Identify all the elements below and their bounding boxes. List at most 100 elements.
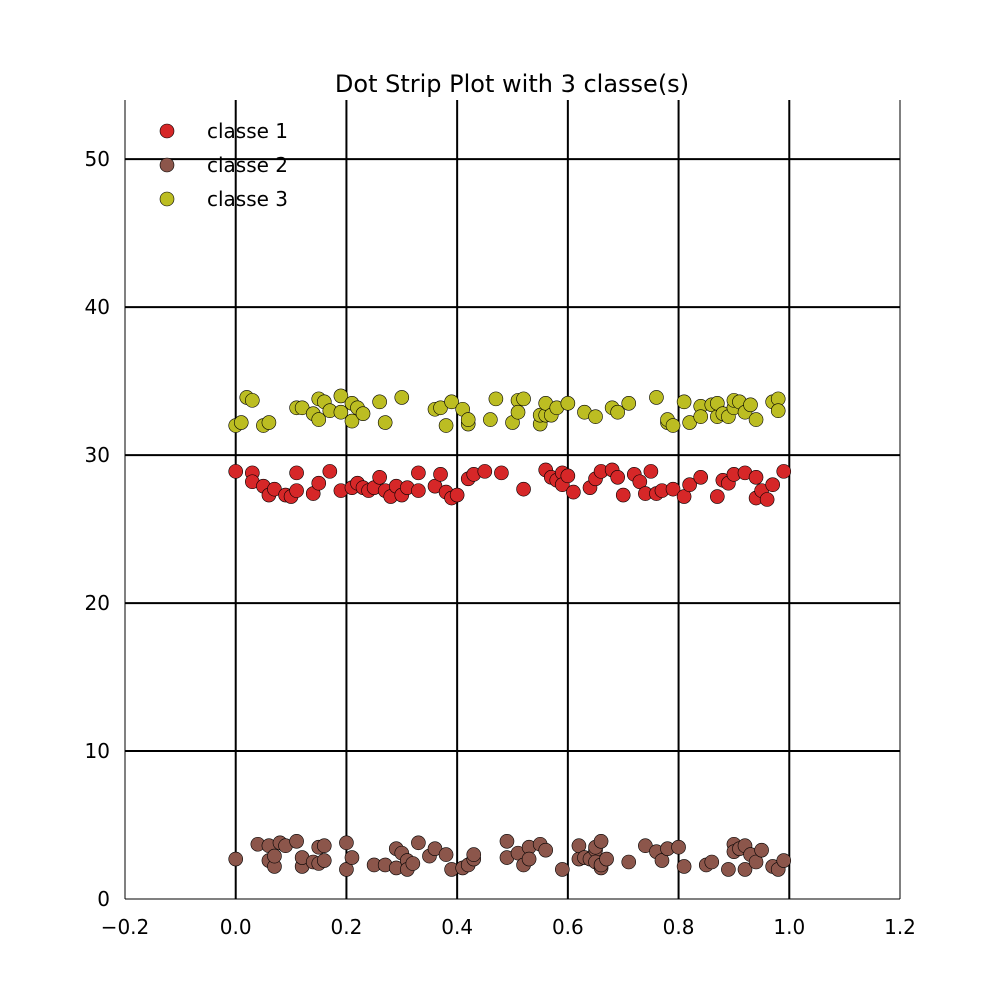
data-point [233, 415, 249, 430]
data-point [676, 859, 692, 874]
data-point [516, 481, 531, 497]
grid-lines [125, 100, 900, 899]
y-tick-label: 10 [85, 739, 110, 763]
axes [124, 100, 901, 900]
data-point [560, 396, 576, 411]
data-point [665, 418, 681, 433]
data-point [372, 470, 387, 485]
data-point [610, 404, 625, 420]
data-point [449, 487, 465, 503]
data-point [483, 412, 498, 427]
data-point [333, 404, 349, 420]
data-point [344, 413, 360, 429]
data-point [632, 474, 648, 490]
x-tick-label: 0.2 [331, 915, 363, 939]
data-points [228, 388, 792, 877]
data-point [438, 847, 454, 862]
data-point [682, 477, 697, 493]
data-point [438, 418, 454, 433]
data-point [621, 396, 637, 411]
data-point [311, 475, 327, 491]
data-point [676, 489, 692, 504]
data-point [610, 470, 625, 485]
data-point [344, 850, 360, 865]
data-point [316, 853, 332, 868]
data-point [588, 409, 603, 424]
data-point [444, 394, 459, 410]
data-point [759, 492, 775, 507]
data-point [433, 467, 448, 482]
chart-title: Dot Strip Plot with 3 classe(s) [335, 70, 689, 98]
data-point [267, 848, 282, 864]
data-point [593, 833, 609, 849]
data-point [261, 415, 277, 430]
data-point [311, 412, 327, 427]
data-point [499, 833, 515, 849]
legend: classe 1 classe 2 classe 3 [159, 119, 288, 211]
legend-label: classe 2 [207, 153, 288, 177]
legend-label: classe 3 [207, 187, 288, 211]
data-point [721, 862, 736, 877]
data-point [621, 854, 637, 870]
data-point [339, 835, 354, 851]
data-point [654, 853, 670, 868]
data-point [322, 464, 338, 479]
data-point [494, 465, 509, 481]
data-point [355, 406, 371, 421]
legend-marker [159, 191, 175, 207]
data-point [676, 394, 692, 410]
data-point [571, 838, 587, 854]
data-point [488, 391, 504, 407]
data-point [693, 409, 709, 424]
x-tick-label: 0.6 [552, 915, 584, 939]
data-point [372, 394, 387, 410]
data-point [245, 393, 260, 408]
data-point [228, 464, 244, 479]
x-tick-label: 1.0 [773, 915, 805, 939]
data-point [704, 854, 720, 870]
x-tick-label: 1.2 [884, 915, 916, 939]
y-tick-label: 0 [97, 887, 110, 911]
legend-marker [159, 157, 175, 173]
data-point [615, 487, 631, 503]
data-point [748, 412, 764, 427]
data-point [228, 851, 244, 867]
data-point [538, 842, 554, 858]
data-point [394, 390, 410, 405]
data-point [516, 391, 531, 407]
data-point [289, 833, 304, 849]
data-point [477, 464, 493, 479]
y-tick-label: 50 [85, 147, 110, 171]
x-tick-label: 0.8 [663, 915, 695, 939]
x-tick-label: 0.4 [441, 915, 473, 939]
data-point [333, 388, 349, 404]
data-point [748, 470, 764, 485]
data-point [776, 853, 792, 868]
x-tick-label: −0.2 [101, 915, 150, 939]
data-point [411, 465, 426, 481]
x-tick-label: 0.0 [220, 915, 252, 939]
data-point [339, 862, 354, 877]
data-point [710, 489, 725, 504]
data-point [765, 477, 780, 493]
data-point [377, 415, 393, 430]
data-point [289, 483, 304, 498]
data-point [743, 397, 758, 413]
data-point [411, 483, 426, 498]
data-point [555, 862, 570, 877]
data-point [737, 862, 753, 877]
data-point [748, 854, 764, 870]
legend-marker [159, 123, 175, 139]
data-point [460, 412, 476, 427]
data-point [599, 851, 614, 867]
data-point [776, 464, 792, 479]
y-tick-label: 20 [85, 591, 110, 615]
y-tick-label: 30 [85, 443, 110, 467]
data-point [643, 464, 659, 479]
data-point [649, 390, 664, 405]
data-point [560, 468, 576, 484]
data-point [510, 404, 526, 420]
data-point [671, 839, 686, 855]
y-tick-label: 40 [85, 295, 110, 319]
